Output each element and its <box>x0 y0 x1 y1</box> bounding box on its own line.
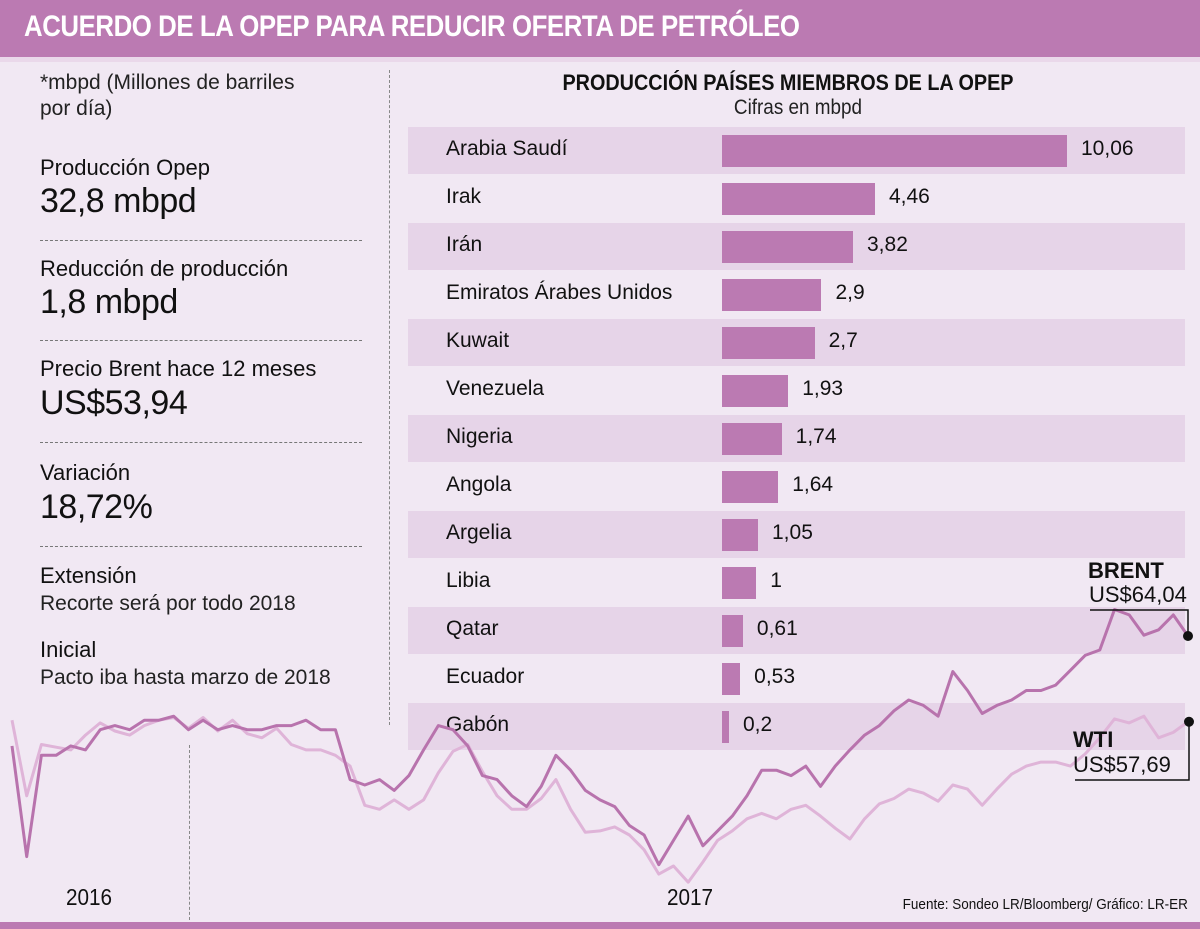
bar <box>722 375 789 407</box>
stat-value-production: 32,8 mbpd <box>40 182 197 220</box>
bar-value-label: 0,2 <box>743 713 773 736</box>
bar-category-label: Angola <box>446 473 512 496</box>
bar <box>722 711 729 743</box>
wti-value: US$57,69 <box>1073 752 1171 777</box>
stat-value-variation: 18,72% <box>40 488 153 526</box>
x-tick-label-2016: 2016 <box>66 884 113 910</box>
bar-value-label: 10,06 <box>1081 137 1134 160</box>
units-note-line-1: *mbpd (Millones de barriles <box>40 71 295 94</box>
bar-category-label: Venezuela <box>446 377 545 400</box>
bar-category-label: Irak <box>446 185 482 208</box>
detail-text-initial: Pacto iba hasta marzo de 2018 <box>40 666 331 689</box>
header-strip <box>0 57 1200 62</box>
bar-row: Kuwait 2,7 <box>408 319 1185 366</box>
divider <box>40 442 362 443</box>
bar-value-label: 0,53 <box>754 665 796 688</box>
bar-row: Venezuela 1,93 <box>408 367 1185 414</box>
bar-value-label: 1,05 <box>772 521 813 544</box>
brent-value: US$64,04 <box>1089 582 1187 607</box>
bar-category-label: Gabón <box>446 713 510 736</box>
bar <box>722 663 741 695</box>
bar <box>722 567 757 599</box>
bar <box>722 615 743 647</box>
bar-row: Libia 1 <box>408 559 1185 606</box>
bar-value-label: 3,82 <box>867 233 908 256</box>
bar-value-label: 1 <box>770 569 782 592</box>
bar-value-label: 0,61 <box>756 617 798 640</box>
stat-value-brent-last-year: US$53,94 <box>40 384 188 422</box>
bar-category-label: Ecuador <box>446 665 525 688</box>
panel-divider <box>389 70 390 725</box>
wti-label: WTI <box>1073 727 1114 752</box>
detail-label-extension: Extensión <box>40 563 137 588</box>
bar-category-label: Nigeria <box>446 425 513 448</box>
bar-value-label: 2,9 <box>835 281 865 304</box>
bar-category-label: Emiratos Árabes Unidos <box>446 281 673 304</box>
bar-value-label: 4,46 <box>888 185 930 208</box>
bar-category-label: Kuwait <box>446 329 510 352</box>
bar-value-label: 1,74 <box>795 425 837 448</box>
stat-label-production: Producción Opep <box>40 155 210 180</box>
bar-category-label: Irán <box>446 233 483 256</box>
bar-row: Ecuador 0,53 <box>408 655 1185 702</box>
bar-row: Arabia Saudí 10,06 <box>408 127 1185 174</box>
header-bar: ACUERDO DE LA OPEP PARA REDUCIR OFERTA D… <box>0 0 1200 57</box>
bar-row: Emiratos Árabes Unidos 2,9 <box>408 271 1185 318</box>
bar-row: Gabón 0,2 <box>408 703 1185 750</box>
bar <box>722 327 815 359</box>
bar-value-label: 1,64 <box>792 473 834 496</box>
bar-category-label: Qatar <box>446 617 499 640</box>
bar-row: Irán 3,82 <box>408 223 1185 270</box>
bar-row: Irak 4,46 <box>408 175 1185 222</box>
bar <box>722 423 782 455</box>
divider <box>40 340 362 341</box>
source-note: Fuente: Sondeo LR/Bloomberg/ Gráfico: LR… <box>902 896 1188 913</box>
bar-chart-subtitle: Cifras en mbpd <box>733 96 863 119</box>
year-divider <box>189 745 190 925</box>
wti-end-dot <box>1184 716 1194 727</box>
page-title: ACUERDO DE LA OPEP PARA REDUCIR OFERTA D… <box>24 10 800 43</box>
bar-value-label: 2,7 <box>828 329 858 352</box>
bar <box>722 183 875 215</box>
detail-label-initial: Inicial <box>40 637 97 662</box>
bar-row: Angola 1,64 <box>408 463 1185 510</box>
footer-bar <box>0 922 1200 929</box>
bar-chart-title: PRODUCCIÓN PAÍSES MIEMBROS DE LA OPEP <box>562 70 1014 95</box>
brent-label: BRENT <box>1088 558 1164 583</box>
bar-category-label: Argelia <box>446 521 512 544</box>
bar <box>722 231 853 263</box>
units-note: *mbpd (Millones de barriles por día) <box>40 70 294 122</box>
stat-label-variation: Variación <box>40 460 131 485</box>
detail-text-extension: Recorte será por todo 2018 <box>40 592 296 615</box>
stat-value-reduction: 1,8 mbpd <box>40 283 178 321</box>
bar-row: Qatar 0,61 <box>408 607 1185 654</box>
bar-row: Argelia 1,05 <box>408 511 1185 558</box>
bar-category-label: Libia <box>446 569 491 592</box>
bar <box>722 135 1067 167</box>
stat-label-brent-last-year: Precio Brent hace 12 meses <box>40 356 317 381</box>
bar <box>722 519 758 551</box>
stat-label-reduction: Reducción de producción <box>40 256 289 281</box>
bar-row: Nigeria 1,74 <box>408 415 1185 462</box>
x-tick-label-2017: 2017 <box>667 884 714 910</box>
units-note-line-2: por día) <box>40 97 113 120</box>
bar-category-label: Arabia Saudí <box>446 137 568 160</box>
divider <box>40 240 362 241</box>
bar <box>722 471 779 503</box>
bar <box>722 279 822 311</box>
bar-value-label: 1,93 <box>802 377 844 400</box>
divider <box>40 546 362 547</box>
